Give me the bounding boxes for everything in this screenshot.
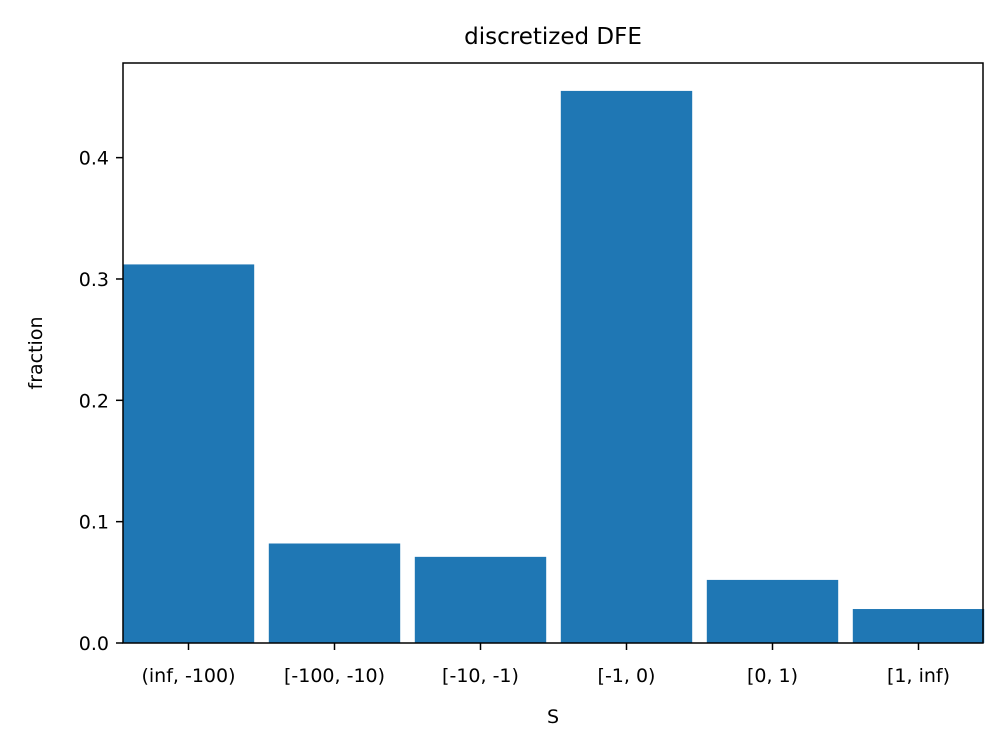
- x-axis: (inf, -100) [-100, -10) [-10, -1) [-1, 0) [0…: [141, 643, 950, 687]
- y-axis: 0.0 0.1 0.2 0.3 0.4: [79, 148, 123, 655]
- y-tick-label-0: 0.0: [79, 633, 109, 655]
- plot-frame: [122, 62, 984, 644]
- bar-5: [852, 609, 985, 643]
- x-axis-label: S: [547, 706, 559, 728]
- x-tick-label-3: [-1, 0): [598, 665, 656, 687]
- bar-1: [268, 543, 401, 643]
- bar-2: [414, 556, 547, 643]
- bar-0: [122, 264, 255, 643]
- x-tick-label-1: [-100, -10): [284, 665, 385, 687]
- bar-4: [706, 579, 839, 643]
- x-tick-label-0: (inf, -100): [141, 665, 235, 687]
- y-tick-label-1: 0.1: [79, 512, 109, 534]
- chart-title: discretized DFE: [464, 24, 642, 50]
- x-tick-label-5: [1, inf): [887, 665, 950, 687]
- y-axis-label: fraction: [25, 317, 47, 390]
- y-tick-label-2: 0.2: [79, 390, 109, 412]
- x-tick-label-4: [0, 1): [747, 665, 798, 687]
- bar-3: [560, 90, 693, 643]
- y-tick-label-4: 0.4: [79, 148, 109, 170]
- y-tick-label-3: 0.3: [79, 269, 109, 291]
- bars-group: [122, 90, 985, 643]
- x-tick-label-2: [-10, -1): [442, 665, 519, 687]
